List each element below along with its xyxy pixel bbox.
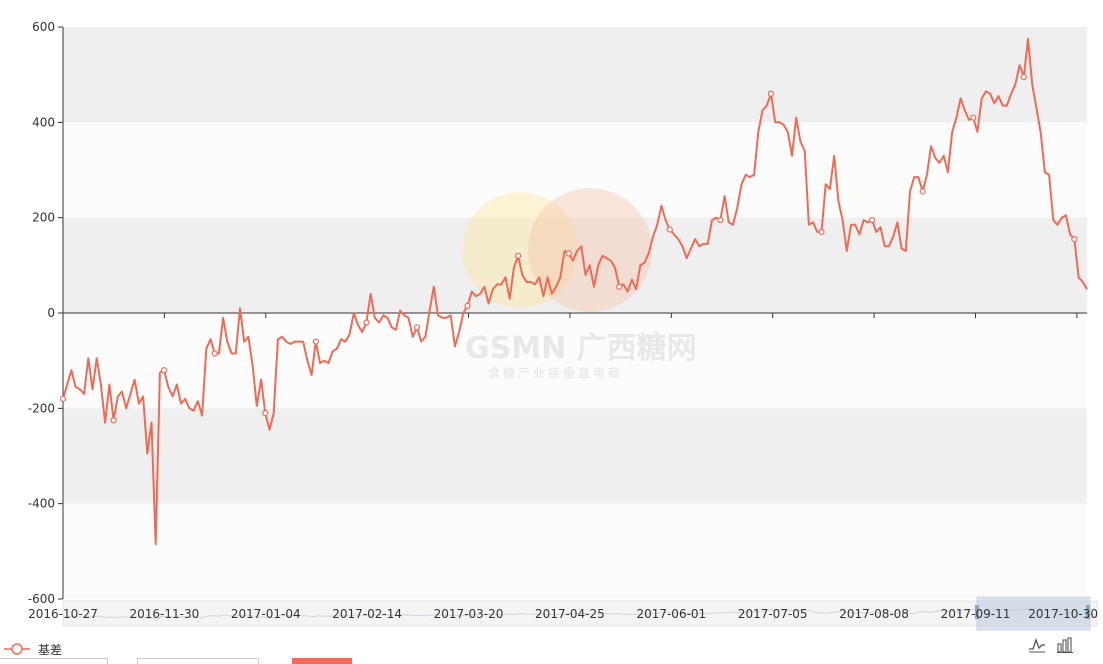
- x-tick-label: 2017-01-04: [231, 607, 301, 621]
- y-tick-label: -200: [28, 401, 55, 415]
- y-tick-label: 200: [32, 211, 55, 225]
- y-tick-label: -600: [28, 592, 55, 606]
- bottom-control-active[interactable]: [292, 658, 352, 664]
- zoom-handle-left[interactable]: [975, 605, 979, 619]
- axes: 600 400 200 0 -200 -400 -600: [28, 20, 1087, 606]
- data-point[interactable]: [970, 114, 977, 121]
- grid-band: [63, 217, 1087, 313]
- line-chart-icon[interactable]: [1028, 636, 1046, 654]
- y-tick-label: 600: [32, 20, 55, 34]
- data-point[interactable]: [211, 350, 218, 357]
- bottom-control[interactable]: [0, 658, 108, 664]
- y-tick-label: 400: [32, 115, 55, 129]
- data-point[interactable]: [767, 90, 775, 97]
- watermark-brand: GSMN 广西糖网: [465, 331, 697, 366]
- grid-band: [63, 313, 1087, 409]
- data-zoom-slider[interactable]: [62, 596, 1098, 631]
- x-tick-label: 2017-09-11: [941, 607, 1011, 621]
- x-tick-label: 2017-07-05: [738, 607, 808, 621]
- x-axis-labels: 2016-10-27 2016-11-30 2017-01-04 2017-02-14…: [28, 607, 1098, 621]
- grid-band: [63, 122, 1087, 218]
- zoom-preview-line: [62, 607, 1098, 622]
- data-point[interactable]: [666, 226, 673, 233]
- bottom-control[interactable]: [137, 658, 259, 664]
- chart-toolbox: [1028, 636, 1074, 654]
- series-line[interactable]: [59, 37, 1088, 546]
- data-point[interactable]: [919, 188, 926, 195]
- x-tick-label: 2017-04-25: [535, 607, 605, 621]
- y-tick-label: 0: [47, 306, 55, 320]
- legend-series-marker: [4, 643, 30, 655]
- watermark-tagline: 食糖产业链垂直电商: [488, 365, 623, 380]
- x-tick-label: 2017-10-30: [1028, 607, 1098, 621]
- legend-series-label: 基差: [38, 642, 63, 657]
- legend[interactable]: 基差: [4, 640, 62, 658]
- watermark: GSMN 广西糖网 食糖产业链垂直电商: [462, 188, 697, 380]
- data-point[interactable]: [868, 216, 876, 224]
- data-point[interactable]: [565, 250, 572, 257]
- data-point[interactable]: [161, 367, 168, 374]
- grid-band: [63, 408, 1087, 504]
- zoom-handle-right[interactable]: [1086, 605, 1090, 619]
- data-point[interactable]: [110, 417, 117, 424]
- data-point[interactable]: [262, 410, 269, 417]
- data-point[interactable]: [1020, 73, 1027, 81]
- grid-band: [63, 27, 1087, 123]
- data-point[interactable]: [413, 324, 421, 331]
- data-point[interactable]: [515, 252, 522, 259]
- data-point[interactable]: [1071, 236, 1078, 243]
- y-tick-label: -400: [28, 497, 55, 511]
- data-point[interactable]: [717, 216, 724, 224]
- x-tick-label: 2017-06-01: [636, 607, 706, 621]
- data-point[interactable]: [312, 338, 319, 345]
- x-tick-label: 2017-03-20: [434, 607, 504, 621]
- data-point[interactable]: [363, 319, 370, 326]
- data-point[interactable]: [464, 302, 471, 309]
- grid-bands: [63, 27, 1087, 599]
- bar-chart-icon[interactable]: [1056, 636, 1074, 654]
- grid-band: [63, 503, 1087, 599]
- data-point[interactable]: [616, 283, 623, 290]
- data-point[interactable]: [59, 395, 67, 402]
- x-tick-label: 2016-10-27: [28, 607, 98, 621]
- series-line-path[interactable]: [62, 37, 1088, 546]
- x-tick-label: 2016-11-30: [130, 607, 200, 621]
- data-point[interactable]: [818, 228, 825, 236]
- x-tick-label: 2017-08-08: [839, 607, 909, 621]
- watermark-logo-orange: [528, 188, 652, 312]
- x-tick-label: 2017-02-14: [332, 607, 402, 621]
